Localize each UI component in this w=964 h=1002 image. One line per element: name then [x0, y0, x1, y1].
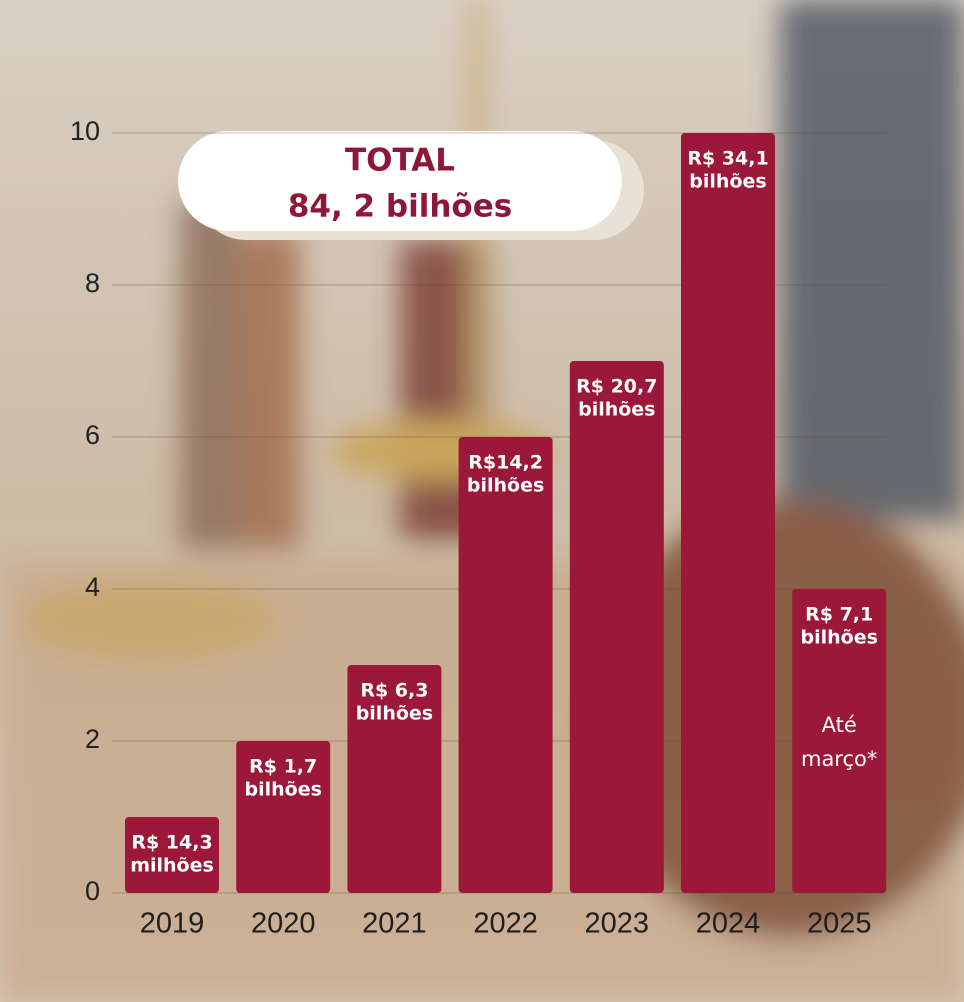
bar: [458, 437, 553, 893]
bar: [681, 133, 775, 893]
total-box: [178, 131, 622, 231]
bar-label: R$ 20,7: [576, 376, 657, 398]
x-tick-label: 2021: [362, 908, 427, 940]
x-tick-label: 2019: [140, 908, 205, 940]
x-tick-label: 2020: [251, 908, 316, 940]
x-tick-label: 2024: [696, 908, 761, 940]
bar-label: milhões: [130, 855, 214, 877]
y-tick-label: 2: [85, 724, 100, 754]
x-tick-label: 2022: [473, 908, 538, 940]
total-value: 84, 2 bilhões: [288, 189, 512, 225]
bar: [569, 361, 664, 893]
bar: [347, 665, 442, 893]
bar-label: bilhões: [356, 703, 433, 725]
bar-label: bilhões: [689, 171, 766, 193]
bar: [125, 817, 219, 893]
y-tick-label: 0: [85, 876, 100, 906]
y-tick-label: 4: [85, 572, 100, 602]
bar-note: março*: [801, 747, 877, 771]
bar-label: R$ 14,3: [131, 832, 212, 854]
x-tick-label: 2025: [807, 908, 872, 940]
total-title: TOTAL: [345, 143, 455, 179]
bar-label: R$14,2: [468, 452, 543, 474]
y-tick-label: 10: [70, 116, 100, 146]
bar-label: bilhões: [244, 779, 321, 801]
bar-label: bilhões: [467, 475, 544, 497]
bar-label: R$ 34,1: [687, 148, 768, 170]
bar-label: R$ 7,1: [805, 604, 873, 626]
bar-label: bilhões: [800, 627, 877, 649]
bar-note: Até: [822, 713, 857, 737]
x-tick-label: 2023: [585, 908, 650, 940]
y-tick-label: 8: [85, 268, 100, 298]
y-tick-label: 6: [85, 420, 100, 450]
bar-label: bilhões: [578, 399, 655, 421]
bar: [792, 589, 887, 893]
bar: [236, 741, 331, 893]
bar-label: R$ 6,3: [360, 680, 428, 702]
bar-label: R$ 1,7: [249, 756, 317, 778]
